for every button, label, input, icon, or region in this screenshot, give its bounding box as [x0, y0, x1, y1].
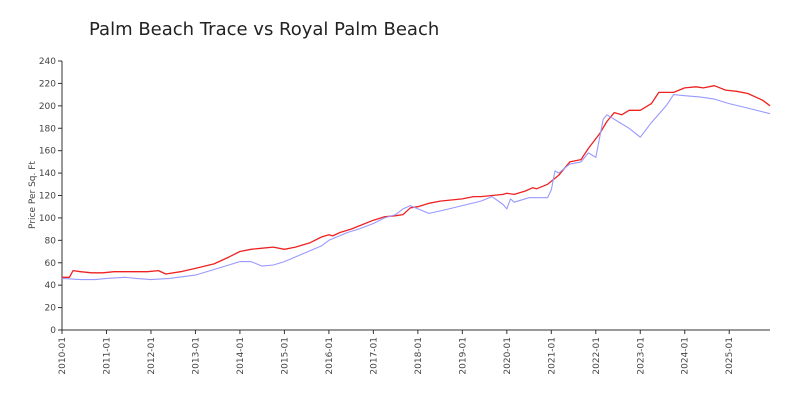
x-tick-label: 2011-01 — [102, 337, 112, 375]
x-tick-label: 2014-01 — [236, 337, 246, 375]
y-tick-label: 120 — [39, 192, 56, 202]
series-layer — [61, 85, 771, 281]
x-tick-label: 2016-01 — [325, 337, 335, 375]
chart-title: Palm Beach Trace vs Royal Palm Beach — [89, 19, 439, 40]
y-tick-label: 220 — [39, 79, 56, 89]
y-tick-label: 20 — [45, 304, 57, 314]
y-tick-label: 200 — [39, 102, 56, 112]
y-tick-label: 180 — [39, 124, 56, 134]
x-tick-label: 2025-01 — [725, 337, 735, 375]
x-tick-label: 2015-01 — [280, 337, 290, 375]
x-tick-label: 2019-01 — [458, 337, 468, 375]
y-tick-label: 100 — [39, 214, 56, 224]
axes: 0 20 40 60 80 100 120 140 160 180 200 220 240 2010-01… — [39, 57, 770, 375]
y-tick-label: 140 — [39, 169, 56, 179]
x-tick-label: 2012-01 — [147, 337, 157, 375]
y-tick-label: 160 — [39, 147, 56, 157]
y-tick-label: 0 — [50, 326, 56, 336]
y-tick-label: 240 — [39, 57, 56, 67]
x-tick-label: 2020-01 — [503, 337, 513, 375]
x-tick-label: 2021-01 — [547, 337, 557, 375]
y-tick-label: 60 — [45, 259, 57, 269]
y-axis-label: Price Per Sq. Ft — [28, 161, 38, 229]
x-tick-label: 2024-01 — [681, 337, 691, 375]
series-line-1 — [62, 85, 771, 278]
y-tick-label: 80 — [45, 236, 57, 246]
series-line-2 — [61, 94, 771, 281]
x-tick-label: 2023-01 — [636, 337, 646, 375]
y-tick-label: 40 — [45, 281, 57, 291]
x-tick-label: 2010-01 — [58, 337, 68, 375]
x-tick-label: 2017-01 — [369, 337, 379, 375]
x-tick-label: 2022-01 — [592, 337, 602, 375]
x-tick-label: 2018-01 — [414, 337, 424, 375]
x-tick-label: 2013-01 — [191, 337, 201, 375]
